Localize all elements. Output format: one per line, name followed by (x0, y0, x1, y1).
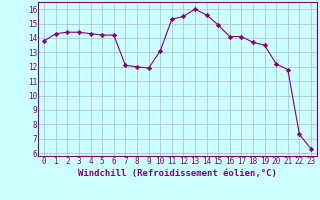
X-axis label: Windchill (Refroidissement éolien,°C): Windchill (Refroidissement éolien,°C) (78, 169, 277, 178)
